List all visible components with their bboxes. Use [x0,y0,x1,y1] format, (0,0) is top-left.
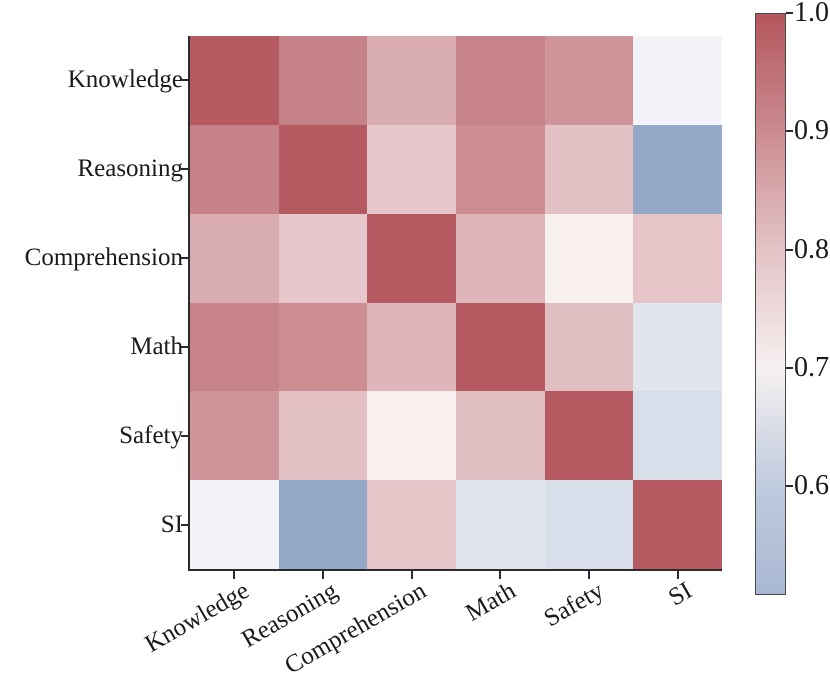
heatmap-cell-Math-SI [633,302,722,392]
x-tick-label-SI: SI [664,577,698,612]
colorbar-tick-mark [786,485,793,488]
x-tick-label-Math: Math [460,577,520,627]
heatmap-cell-Reasoning-Reasoning [278,124,368,214]
heatmap-cell-SI-Safety [544,480,634,569]
heatmap-cell-Safety-Math [455,391,545,481]
heatmap-cell-Comprehension-SI [633,213,722,303]
heatmap-cell-Math-Math [455,302,545,392]
y-tick-mark [181,345,188,348]
colorbar-tick-mark [786,12,793,14]
x-tick-mark [233,571,236,579]
heatmap-cell-Reasoning-SI [633,124,722,214]
heatmap-cell-Knowledge-SI [633,36,722,125]
y-tick-mark [181,523,188,526]
heatmap-cell-Safety-SI [633,391,722,481]
colorbar-tick-label-1.0: 1.0 [794,0,829,28]
y-tick-mark [181,434,188,437]
heatmap-cell-Safety-Reasoning [278,391,368,481]
x-tick-label-Safety: Safety [539,577,609,633]
colorbar-tick-label-0.7: 0.7 [794,352,829,384]
x-tick-label-Knowledge: Knowledge [140,577,254,659]
y-tick-label-Comprehension: Comprehension [24,244,183,272]
x-tick-mark [676,571,679,579]
colorbar-tick-mark [786,130,793,133]
heatmap-cell-Math-Knowledge [190,302,279,392]
colorbar-tick-mark [786,367,793,370]
heatmap-cell-Reasoning-Safety [544,124,634,214]
x-tick-mark [410,571,413,579]
y-tick-mark [181,257,188,260]
heatmap-cell-Comprehension-Comprehension [367,213,456,303]
y-axis-spine [188,36,190,571]
heatmap-cell-Math-Comprehension [367,302,456,392]
heatmap-cell-Math-Safety [544,302,634,392]
heatmap-cell-Knowledge-Knowledge [190,36,279,125]
x-tick-mark [322,571,324,579]
heatmap-cell-SI-SI [633,480,722,569]
y-tick-label-SI: SI [160,510,183,538]
colorbar-tick-label-0.6: 0.6 [794,470,829,502]
y-tick-label-Safety: Safety [119,421,183,449]
heatmap-cell-Knowledge-Comprehension [367,36,456,125]
y-tick-mark [181,168,188,171]
heatmap-cell-Comprehension-Knowledge [190,213,279,303]
colorbar-tick-label-0.8: 0.8 [794,233,829,265]
heatmap-cell-Knowledge-Reasoning [278,36,368,125]
heatmap-cell-Reasoning-Knowledge [190,124,279,214]
heatmap-cell-Reasoning-Comprehension [367,124,456,214]
heatmap-cell-Comprehension-Math [455,213,545,303]
heatmap-cell-Safety-Safety [544,391,634,481]
heatmap-cell-SI-Comprehension [367,480,456,569]
heatmap-cell-Safety-Knowledge [190,391,279,481]
heatmap-cell-Comprehension-Safety [544,213,634,303]
y-tick-label-Reasoning: Reasoning [77,155,183,183]
heatmap-cell-SI-Knowledge [190,480,279,569]
heatmap-cell-Math-Reasoning [278,302,368,392]
colorbar [755,13,786,595]
x-tick-mark [588,571,590,579]
colorbar-tick-mark [786,248,793,251]
heatmap-cell-SI-Math [455,480,545,569]
colorbar-tick-label-0.9: 0.9 [794,115,829,147]
heatmap-cell-Knowledge-Math [455,36,545,125]
x-axis-spine [188,569,722,571]
heatmap-cell-Comprehension-Reasoning [278,213,368,303]
heatmap-cell-SI-Reasoning [278,480,368,569]
y-tick-label-Knowledge: Knowledge [67,66,183,94]
heatmap-cell-Safety-Comprehension [367,391,456,481]
heatmap-cell-Reasoning-Math [455,124,545,214]
heatmap-grid [190,36,722,569]
y-tick-mark [181,79,188,82]
y-tick-label-Math: Math [130,332,183,360]
x-tick-mark [499,571,502,579]
heatmap-cell-Knowledge-Safety [544,36,634,125]
